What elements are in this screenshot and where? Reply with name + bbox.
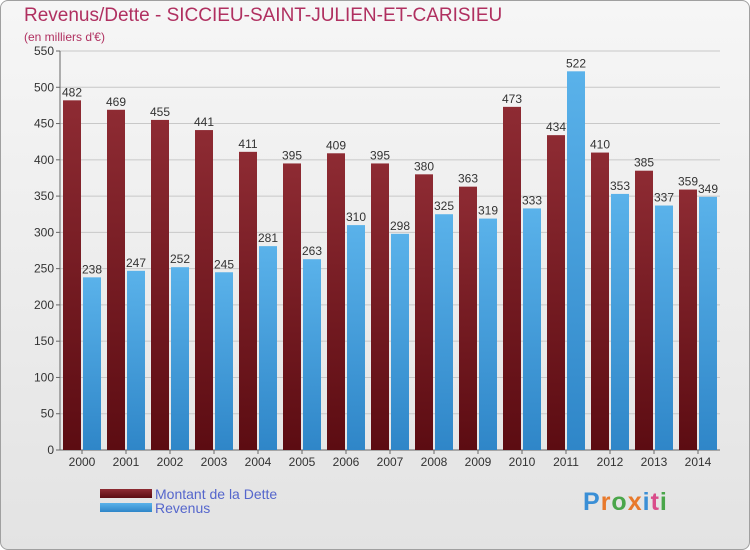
data-label-dette: 385 xyxy=(634,156,654,170)
bar-revenus xyxy=(171,267,189,450)
y-tick-label: 500 xyxy=(34,80,54,94)
data-label-dette: 395 xyxy=(282,148,302,162)
x-tick-label: 2003 xyxy=(201,455,228,469)
bar-revenus xyxy=(215,272,233,450)
y-tick-label: 400 xyxy=(34,153,54,167)
bar-dette xyxy=(635,170,653,450)
data-label-dette: 395 xyxy=(370,148,390,162)
bars xyxy=(63,71,717,451)
x-tick-label: 2012 xyxy=(597,455,624,469)
data-labels: 482 238 469 247 455 252 441 245 411 281 395 263 409 3… xyxy=(62,56,718,276)
legend-swatch-dette xyxy=(100,489,152,498)
data-label-revenus: 247 xyxy=(126,256,146,270)
data-label-dette: 409 xyxy=(326,138,346,152)
x-tick-label: 2011 xyxy=(553,455,579,469)
bar-dette xyxy=(63,100,81,451)
y-tick-label: 150 xyxy=(34,334,54,348)
bar-revenus xyxy=(83,277,101,450)
x-tick-label: 2005 xyxy=(289,455,316,469)
y-tick-label: 250 xyxy=(34,262,54,276)
legend-label-revenus: Revenus xyxy=(155,500,211,516)
data-label-dette: 363 xyxy=(458,172,478,186)
data-label-dette: 455 xyxy=(150,105,170,119)
y-tick-label: 450 xyxy=(34,117,54,131)
bar-dette xyxy=(327,153,345,450)
y-tick-label: 300 xyxy=(34,225,54,239)
data-label-revenus: 298 xyxy=(390,219,410,233)
bar-dette xyxy=(371,163,389,451)
x-tick-label: 2001 xyxy=(113,455,140,469)
bar-dette xyxy=(415,174,433,450)
y-tick-label: 200 xyxy=(34,298,54,312)
data-label-revenus: 245 xyxy=(214,257,234,271)
y-tick-label: 550 xyxy=(34,44,54,58)
proxiti-logo: Proxiti xyxy=(583,488,668,516)
x-tick-label: 2013 xyxy=(641,455,668,469)
bar-revenus xyxy=(347,225,365,450)
legend-label-dette: Montant de la Dette xyxy=(155,486,278,502)
bar-revenus xyxy=(523,208,541,450)
data-label-dette: 359 xyxy=(678,175,698,189)
x-tick-label: 2000 xyxy=(69,455,96,469)
bar-dette xyxy=(107,109,125,451)
data-label-dette: 380 xyxy=(414,159,434,173)
data-label-dette: 473 xyxy=(502,92,522,106)
x-tick-label: 2009 xyxy=(465,455,492,469)
y-tick-label: 350 xyxy=(34,189,54,203)
data-label-revenus: 349 xyxy=(698,182,718,196)
bar-revenus xyxy=(435,214,453,450)
bar-revenus xyxy=(391,233,409,450)
bar-revenus xyxy=(611,193,629,450)
x-tick-label: 2010 xyxy=(509,455,536,469)
chart-title: Revenus/Dette - SICCIEU-SAINT-JULIEN-ET-… xyxy=(24,5,503,26)
axes: 0 50 100 150 200 250 300 350 400 450 500 550 2000 200… xyxy=(34,44,720,469)
data-label-dette: 469 xyxy=(106,95,126,109)
data-label-revenus: 310 xyxy=(346,210,366,224)
data-label-dette: 482 xyxy=(62,85,82,99)
x-tick-label: 2008 xyxy=(421,455,448,469)
x-tick-label: 2014 xyxy=(685,455,712,469)
bar-dette xyxy=(679,189,697,450)
y-tick-label: 100 xyxy=(34,370,54,384)
data-label-dette: 410 xyxy=(590,138,610,152)
bar-revenus xyxy=(567,71,585,450)
bar-revenus xyxy=(699,196,717,450)
bar-revenus xyxy=(655,205,673,450)
y-tick-label: 0 xyxy=(47,443,54,457)
bar-dette xyxy=(151,119,169,450)
chart-subtitle: (en milliers d'€) xyxy=(24,30,105,44)
x-tick-label: 2004 xyxy=(245,455,272,469)
bar-dette xyxy=(459,186,477,450)
bar-dette xyxy=(239,151,257,450)
data-label-revenus: 337 xyxy=(654,191,674,205)
bar-dette xyxy=(195,130,213,451)
legend-swatch-revenus xyxy=(100,503,152,512)
x-tick-label: 2007 xyxy=(377,455,404,469)
data-label-revenus: 353 xyxy=(610,179,630,193)
x-tick-label: 2002 xyxy=(157,455,184,469)
x-tick-label: 2006 xyxy=(333,455,360,469)
data-label-revenus: 319 xyxy=(478,204,498,218)
data-label-dette: 411 xyxy=(238,137,257,151)
data-label-dette: 441 xyxy=(194,115,214,129)
data-label-dette: 434 xyxy=(546,120,566,134)
bar-revenus xyxy=(303,259,321,450)
y-tick-label: 50 xyxy=(41,407,55,421)
bar-dette xyxy=(547,135,565,451)
data-label-revenus: 325 xyxy=(434,199,454,213)
bar-dette xyxy=(503,106,521,451)
data-label-revenus: 252 xyxy=(170,252,190,266)
grid-lines xyxy=(60,50,720,451)
bar-revenus xyxy=(127,270,145,450)
bar-revenus xyxy=(259,246,277,450)
data-label-revenus: 238 xyxy=(82,262,102,276)
data-label-revenus: 333 xyxy=(522,193,542,207)
bar-revenus xyxy=(479,218,497,450)
bar-dette xyxy=(591,152,609,450)
data-label-revenus: 281 xyxy=(258,231,278,245)
data-label-revenus: 263 xyxy=(302,244,322,258)
data-label-revenus: 522 xyxy=(566,56,586,70)
bar-dette xyxy=(283,163,301,451)
